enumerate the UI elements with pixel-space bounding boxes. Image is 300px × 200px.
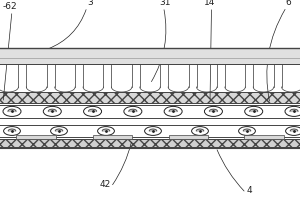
Polygon shape [196, 129, 204, 131]
Polygon shape [129, 109, 137, 111]
Polygon shape [8, 109, 16, 111]
Ellipse shape [286, 127, 300, 135]
Polygon shape [250, 109, 258, 111]
Ellipse shape [43, 106, 61, 116]
Bar [0, 92, 300, 103]
Bar [169, 135, 208, 139]
Polygon shape [243, 129, 251, 131]
Polygon shape [169, 109, 177, 111]
Polygon shape [209, 109, 217, 111]
Ellipse shape [164, 106, 182, 116]
Polygon shape [8, 129, 16, 131]
Polygon shape [88, 109, 97, 111]
Text: 42: 42 [99, 180, 111, 189]
Polygon shape [55, 129, 63, 131]
Ellipse shape [98, 127, 114, 135]
Bar [0, 48, 300, 64]
Polygon shape [149, 129, 157, 131]
Text: -62: -62 [3, 2, 18, 11]
Ellipse shape [145, 127, 161, 135]
Ellipse shape [204, 106, 222, 116]
Ellipse shape [3, 106, 21, 116]
Ellipse shape [238, 127, 255, 135]
Bar [92, 135, 131, 139]
Ellipse shape [124, 106, 142, 116]
Bar [0, 139, 300, 147]
Ellipse shape [4, 127, 20, 135]
Bar [244, 135, 284, 139]
Ellipse shape [285, 106, 300, 116]
Text: 3: 3 [87, 0, 93, 7]
Polygon shape [290, 129, 298, 131]
Ellipse shape [245, 106, 263, 116]
Text: 31: 31 [159, 0, 171, 7]
Ellipse shape [84, 106, 102, 116]
Ellipse shape [192, 127, 208, 135]
Ellipse shape [51, 127, 68, 135]
Polygon shape [290, 109, 298, 111]
Text: 14: 14 [204, 0, 216, 7]
Polygon shape [48, 109, 56, 111]
Polygon shape [102, 129, 110, 131]
Text: 4: 4 [246, 186, 252, 195]
Bar [16, 135, 56, 139]
Text: 6: 6 [285, 0, 291, 7]
